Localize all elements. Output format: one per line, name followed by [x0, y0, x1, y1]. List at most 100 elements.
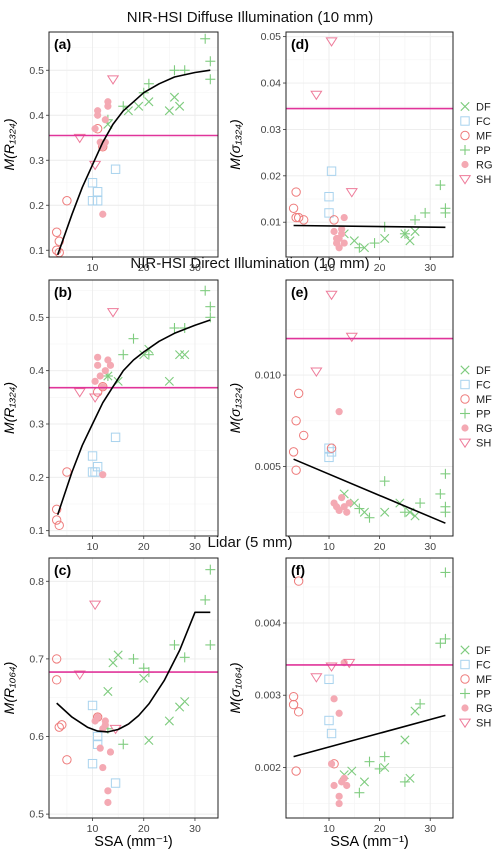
- y-tick-label: 0.2: [29, 472, 44, 484]
- point-pp: [205, 56, 216, 67]
- point-df: [169, 92, 180, 102]
- marker-shape: [340, 774, 348, 782]
- y-tick-label: 0.05: [261, 31, 282, 43]
- y-tick-label: 0.1: [29, 245, 44, 257]
- x-tick-label: 30: [424, 823, 436, 835]
- point-df: [359, 507, 370, 517]
- legend-item-rg: RG: [461, 423, 493, 435]
- marker-shape: [94, 353, 102, 361]
- marker-shape: [293, 212, 304, 223]
- point-df: [349, 236, 359, 246]
- point-fc: [87, 700, 98, 711]
- point-pp: [169, 639, 180, 650]
- point-mf: [291, 187, 301, 197]
- point-mf: [293, 576, 304, 586]
- point-rg: [99, 471, 107, 479]
- point-pp: [200, 33, 211, 44]
- point-sh: [325, 290, 338, 301]
- point-pp: [179, 65, 190, 76]
- plot-frame: [48, 557, 219, 819]
- legend-label: FC: [476, 660, 491, 672]
- point-mf: [51, 515, 62, 525]
- y-tick-label: 0.03: [261, 124, 282, 136]
- legend-label: FC: [476, 116, 491, 128]
- point-df: [164, 376, 174, 386]
- y-tick-label: 0.2: [29, 200, 44, 212]
- legend-item-sh: SH: [458, 174, 491, 186]
- legend-item-fc: FC: [460, 116, 491, 128]
- legend-label: MF: [476, 394, 492, 406]
- marker-shape: [54, 520, 64, 531]
- legend: DF FC MF PP RG SH: [458, 102, 493, 186]
- marker-stroke: [380, 233, 390, 244]
- marker-stroke: [180, 350, 190, 360]
- y-axis-label: M(R₁₃₂₄): [1, 382, 17, 434]
- y-tick-label: 0.002: [255, 762, 281, 774]
- x-tick-label: 20: [374, 541, 386, 553]
- marker-stroke: [380, 762, 390, 773]
- marker-shape: [73, 388, 86, 398]
- x-axis-label: SSA (mm⁻¹): [94, 834, 173, 850]
- y-tick-label: 0.04: [261, 78, 282, 90]
- marker-shape: [326, 443, 337, 453]
- marker-stroke: [460, 645, 470, 655]
- series-rg: [330, 213, 348, 252]
- marker-shape: [329, 215, 339, 225]
- point-rg: [330, 227, 338, 236]
- point-rg: [104, 102, 112, 110]
- marker-shape: [87, 178, 98, 188]
- data-points: [288, 567, 451, 808]
- point-mf: [293, 212, 304, 223]
- point-df: [180, 696, 190, 707]
- point-rg: [101, 717, 109, 725]
- series-mf: [51, 654, 103, 765]
- marker-shape: [104, 356, 112, 364]
- point-pp: [399, 507, 410, 518]
- point-pp: [200, 285, 211, 296]
- point-df: [400, 735, 410, 745]
- y-axis-label: M(R₁₀₆₄): [1, 662, 17, 715]
- point-rg: [335, 506, 343, 514]
- point-pp: [200, 594, 211, 605]
- point-df: [410, 226, 420, 237]
- point-fc: [324, 191, 334, 202]
- point-mf: [329, 215, 339, 225]
- point-rg: [94, 361, 102, 369]
- point-rg: [104, 798, 112, 807]
- marker-shape: [343, 658, 356, 669]
- point-pp: [205, 74, 216, 85]
- marker-shape: [62, 467, 72, 477]
- marker-stroke: [349, 236, 359, 246]
- marker-stroke: [108, 658, 118, 668]
- point-df: [359, 777, 370, 787]
- x-tick-label: 10: [87, 541, 99, 553]
- legend-item-mf: MF: [460, 674, 492, 686]
- point-pp: [143, 349, 154, 360]
- marker-stroke: [460, 365, 470, 375]
- marker-shape: [324, 452, 334, 463]
- point-mf: [51, 245, 62, 255]
- point-df: [175, 101, 185, 111]
- point-pp: [143, 78, 154, 89]
- y-tick-label: 0.5: [29, 809, 44, 821]
- point-pp: [179, 652, 190, 663]
- point-rg: [99, 210, 107, 218]
- series-df: [339, 226, 420, 253]
- marker-stroke: [359, 777, 370, 787]
- point-df: [410, 706, 420, 716]
- marker-shape: [104, 102, 112, 110]
- x-tick-label: 10: [87, 823, 99, 835]
- y-tick-label: 0.003: [255, 690, 281, 702]
- point-df: [164, 716, 174, 726]
- marker-shape: [325, 290, 338, 301]
- point-pp: [364, 756, 375, 767]
- marker-shape: [51, 515, 62, 525]
- marker-shape: [293, 388, 304, 399]
- point-rg: [104, 356, 112, 364]
- marker-shape: [87, 196, 98, 206]
- series-rg: [91, 713, 115, 807]
- legend-label: DF: [476, 102, 491, 114]
- point-rg: [91, 377, 99, 385]
- marker-shape: [345, 499, 353, 507]
- point-rg: [340, 239, 348, 247]
